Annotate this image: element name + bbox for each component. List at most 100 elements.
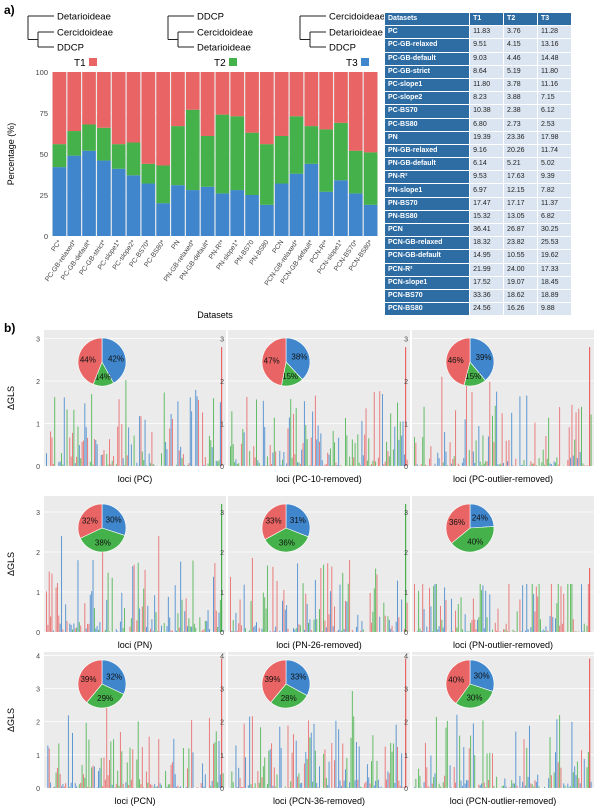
locus-bar: [351, 439, 353, 466]
locus-bar-max: [405, 347, 407, 466]
bar-segment-t1: [215, 72, 230, 115]
locus-bar: [95, 440, 97, 466]
locus-bar: [197, 399, 199, 466]
bar-segment-t3: [260, 204, 274, 236]
locus-bar: [238, 623, 240, 632]
panel-label-b: b): [4, 321, 15, 335]
pie-label-t2: 14%: [95, 372, 111, 381]
table-dataset-cell: PCN-GB-default: [383, 249, 471, 264]
locus-bar: [397, 746, 399, 788]
locus-bar: [129, 747, 131, 788]
locus-bar: [508, 787, 510, 788]
locus-bar: [535, 781, 537, 788]
locus-bar: [231, 411, 233, 466]
locus-bar: [196, 396, 198, 466]
locus-bar: [249, 630, 251, 632]
locus-bar: [542, 629, 544, 632]
locus-bar: [76, 456, 78, 466]
locus-bar: [104, 629, 106, 632]
pie-label-t3: 30%: [106, 516, 122, 525]
locus-bar: [219, 599, 221, 632]
x-axis-label: loci (PC): [118, 474, 153, 484]
locus-bar: [154, 595, 156, 632]
locus-bar: [286, 605, 288, 632]
pie-slice-t2: [264, 527, 309, 553]
table-row: PC-slope1 11.80 3.78 11.16: [383, 77, 572, 93]
locus-bar: [581, 750, 583, 788]
locus-bar: [211, 447, 213, 466]
bar-segment-t1: [245, 72, 259, 133]
locus-bar: [542, 449, 544, 466]
locus-bar: [390, 413, 392, 466]
locus-bar: [398, 439, 400, 466]
locus-bar: [527, 629, 529, 632]
locus-bar: [533, 786, 535, 788]
table-value-cell: 5.21: [503, 157, 538, 172]
locus-bar: [433, 777, 435, 788]
locus-bar: [429, 587, 431, 632]
locus-bar: [280, 464, 282, 466]
locus-bar: [119, 731, 121, 788]
locus-bar: [420, 787, 422, 788]
panel-a: a) DetarioideaeCercidoideaeDDCPT1DDCPCerc…: [4, 3, 385, 320]
bar-segment-t3: [274, 183, 289, 236]
locus-bar: [171, 630, 173, 632]
locus-bar: [590, 414, 592, 466]
locus-bar-max: [589, 658, 591, 788]
bar-segment-t2: [334, 122, 348, 181]
locus-bar: [154, 784, 156, 788]
x-axis-label: loci (PN-26-removed): [276, 640, 362, 650]
y-tick-label: 1: [404, 590, 408, 597]
locus-bar: [450, 463, 452, 466]
locus-bar: [336, 787, 338, 788]
locus-bar: [582, 463, 584, 466]
locus-bar: [47, 624, 49, 632]
locus-bar: [342, 743, 344, 788]
locus-bar: [545, 436, 547, 466]
locus-bar: [317, 425, 319, 466]
locus-bar: [165, 770, 167, 788]
locus-bar: [140, 784, 142, 788]
locus-bar: [351, 690, 353, 788]
locus-bar: [360, 786, 362, 788]
locus-bar: [548, 417, 550, 466]
locus-bar: [310, 437, 312, 466]
locus-bar: [199, 617, 201, 632]
locus-bar: [295, 628, 297, 632]
locus-bar: [394, 783, 396, 788]
locus-bar: [55, 587, 57, 632]
table-value-cell: 30.25: [537, 222, 572, 238]
locus-bar: [369, 783, 371, 788]
locus-bar: [336, 465, 338, 466]
locus-bar: [338, 629, 340, 632]
locus-bar: [572, 619, 574, 632]
locus-bar: [236, 787, 238, 788]
y-tick-label: 1: [220, 753, 224, 760]
y-tick-label: 0: [404, 464, 408, 471]
pie-slice-t3: [285, 337, 311, 380]
pie-chart: 32% 29% 39%: [77, 659, 127, 709]
locus-bar: [288, 787, 290, 788]
bar-segment-t2: [67, 131, 82, 156]
locus-bar: [418, 590, 420, 632]
locus-bar: [219, 402, 221, 466]
locus-bar: [331, 465, 333, 466]
locus-bar: [235, 459, 237, 466]
locus-bar: [272, 566, 274, 632]
locus-bar: [478, 426, 480, 466]
locus-bar: [567, 783, 569, 788]
table-value-cell: 21.99: [469, 262, 505, 277]
locus-bar: [557, 584, 559, 632]
locus-bar: [426, 626, 428, 632]
locus-bar: [161, 785, 162, 788]
locus-bar: [328, 454, 330, 466]
locus-bar: [253, 446, 255, 466]
locus-bar: [310, 732, 312, 788]
locus-bar: [472, 451, 474, 466]
table-body: PC 11.83 3.76 11.28 PC-GB-relaxed 9.51 4.15 13.…: [383, 25, 572, 317]
locus-bar-max: [221, 658, 223, 788]
panel-b: b) 0 1 2 3 ΔGLS loci (PC) 42% 14% 44% 0 1 2 3 loci (PC…: [4, 321, 594, 806]
locus-bar: [464, 614, 466, 632]
locus-bar: [204, 620, 206, 632]
gls-panel: 0 1 2 3 4 loci (PCN-36-removed) 33% 28% 39%: [220, 652, 410, 806]
